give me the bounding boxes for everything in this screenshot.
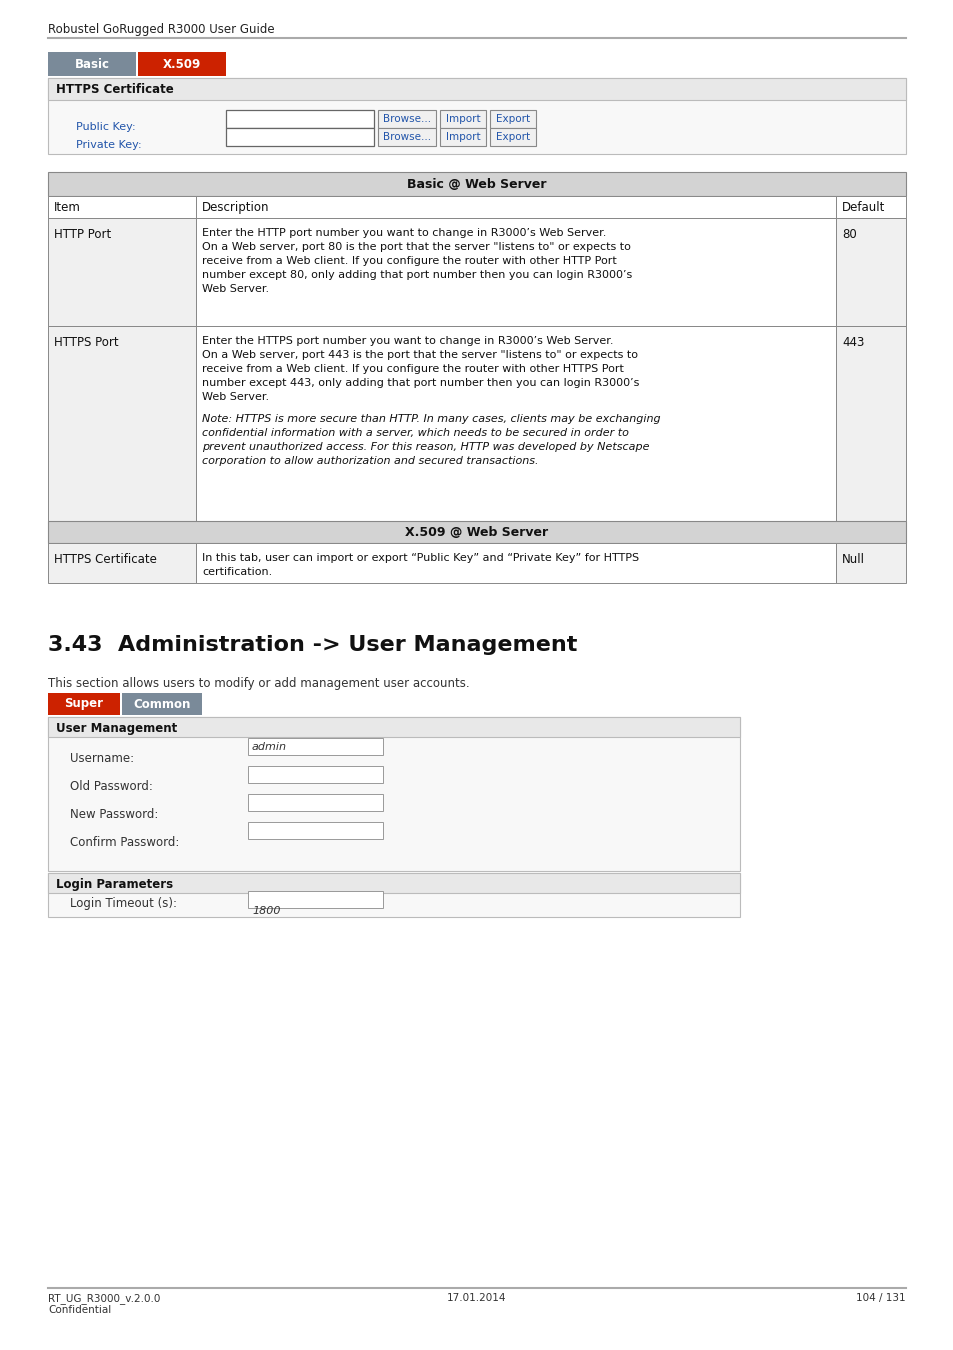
Text: In this tab, user can import or export “Public Key” and “Private Key” for HTTPS: In this tab, user can import or export “… — [202, 554, 639, 563]
Bar — [377, 109, 436, 128]
Text: This section allows users to modify or add management user accounts.: This section allows users to modify or a… — [48, 676, 469, 690]
Bar — [835, 217, 905, 325]
Bar — [48, 196, 195, 217]
Text: On a Web server, port 443 is the port that the server "listens to" or expects to: On a Web server, port 443 is the port th… — [202, 350, 638, 360]
Text: Login Timeout (s):: Login Timeout (s): — [70, 896, 177, 910]
Text: Public Key:: Public Key: — [76, 122, 135, 132]
Text: HTTPS Certificate: HTTPS Certificate — [56, 82, 173, 96]
Bar — [490, 128, 536, 146]
Text: Enter the HTTP port number you want to change in R3000’s Web Server.: Enter the HTTP port number you want to c… — [202, 228, 606, 238]
Bar — [439, 109, 485, 128]
Text: HTTPS Port: HTTPS Port — [54, 336, 118, 350]
Bar — [48, 325, 195, 521]
Text: Null: Null — [841, 554, 864, 566]
Bar — [195, 196, 835, 217]
Text: Basic: Basic — [74, 58, 110, 70]
Text: HTTP Port: HTTP Port — [54, 228, 112, 242]
Bar — [248, 822, 382, 838]
Bar — [248, 765, 382, 783]
Text: HTTPS Certificate: HTTPS Certificate — [54, 554, 156, 566]
Text: Import: Import — [445, 132, 479, 142]
Bar — [138, 53, 226, 76]
Text: 3.43  Administration -> User Management: 3.43 Administration -> User Management — [48, 634, 577, 655]
Bar — [48, 217, 195, 325]
Text: Export: Export — [496, 132, 530, 142]
Bar — [48, 873, 740, 892]
Text: X.509: X.509 — [163, 58, 201, 70]
Text: 80: 80 — [841, 228, 856, 242]
Text: Enter the HTTPS port number you want to change in R3000’s Web Server.: Enter the HTTPS port number you want to … — [202, 336, 613, 346]
Text: 443: 443 — [841, 336, 863, 350]
Bar — [48, 873, 740, 917]
Bar — [248, 738, 382, 755]
Bar — [195, 217, 835, 325]
Text: Confirm Password:: Confirm Password: — [70, 836, 179, 849]
Text: prevent unauthorized access. For this reason, HTTP was developed by Netscape: prevent unauthorized access. For this re… — [202, 441, 649, 452]
Bar — [48, 693, 120, 716]
Text: receive from a Web client. If you configure the router with other HTTPS Port: receive from a Web client. If you config… — [202, 364, 623, 374]
Text: Private Key:: Private Key: — [76, 140, 141, 150]
Bar — [48, 717, 740, 737]
Text: Login Parameters: Login Parameters — [56, 878, 172, 891]
Bar — [248, 891, 382, 909]
Text: Description: Description — [202, 201, 269, 215]
Bar — [195, 543, 835, 583]
Text: New Password:: New Password: — [70, 809, 158, 821]
Bar — [48, 543, 195, 583]
Text: Web Server.: Web Server. — [202, 392, 269, 402]
Text: number except 80, only adding that port number then you can login R3000’s: number except 80, only adding that port … — [202, 270, 632, 279]
Text: 1800: 1800 — [252, 906, 280, 917]
Bar — [377, 128, 436, 146]
Text: admin: admin — [252, 743, 287, 752]
Text: X.509 @ Web Server: X.509 @ Web Server — [405, 525, 548, 539]
Bar — [122, 693, 202, 716]
Text: RT_UG_R3000_v.2.0.0: RT_UG_R3000_v.2.0.0 — [48, 1293, 160, 1304]
Text: Common: Common — [133, 698, 191, 710]
Text: Note: HTTPS is more secure than HTTP. In many cases, clients may be exchanging: Note: HTTPS is more secure than HTTP. In… — [202, 414, 659, 424]
Bar — [226, 128, 374, 146]
Text: receive from a Web client. If you configure the router with other HTTP Port: receive from a Web client. If you config… — [202, 256, 616, 266]
Text: 104 / 131: 104 / 131 — [856, 1293, 905, 1303]
Text: 17.01.2014: 17.01.2014 — [447, 1293, 506, 1303]
Bar — [48, 171, 905, 196]
Bar — [835, 543, 905, 583]
Bar — [248, 794, 382, 811]
Text: On a Web server, port 80 is the port that the server "listens to" or expects to: On a Web server, port 80 is the port tha… — [202, 242, 630, 252]
Bar — [835, 196, 905, 217]
Text: Old Password:: Old Password: — [70, 780, 152, 792]
Bar — [490, 109, 536, 128]
Bar — [48, 53, 136, 76]
Bar — [48, 78, 905, 100]
Text: corporation to allow authorization and secured transactions.: corporation to allow authorization and s… — [202, 456, 537, 466]
Text: Super: Super — [65, 698, 103, 710]
Text: certification.: certification. — [202, 567, 272, 576]
Text: Item: Item — [54, 201, 81, 215]
Bar — [835, 325, 905, 521]
Text: User Management: User Management — [56, 722, 177, 734]
Bar — [195, 325, 835, 521]
Bar — [48, 521, 905, 543]
Text: Confidential: Confidential — [48, 1305, 112, 1315]
Bar — [48, 717, 740, 871]
Bar — [439, 128, 485, 146]
Text: Default: Default — [841, 201, 884, 215]
Bar — [48, 78, 905, 154]
Text: Browse...: Browse... — [382, 113, 431, 124]
Text: Export: Export — [496, 113, 530, 124]
Text: confidential information with a server, which needs to be secured in order to: confidential information with a server, … — [202, 428, 628, 437]
Text: Robustel GoRugged R3000 User Guide: Robustel GoRugged R3000 User Guide — [48, 23, 274, 36]
Text: number except 443, only adding that port number then you can login R3000’s: number except 443, only adding that port… — [202, 378, 639, 387]
Bar — [226, 109, 374, 128]
Text: Basic @ Web Server: Basic @ Web Server — [407, 177, 546, 190]
Text: Web Server.: Web Server. — [202, 284, 269, 294]
Text: Browse...: Browse... — [382, 132, 431, 142]
Text: Username:: Username: — [70, 752, 134, 765]
Text: Import: Import — [445, 113, 479, 124]
